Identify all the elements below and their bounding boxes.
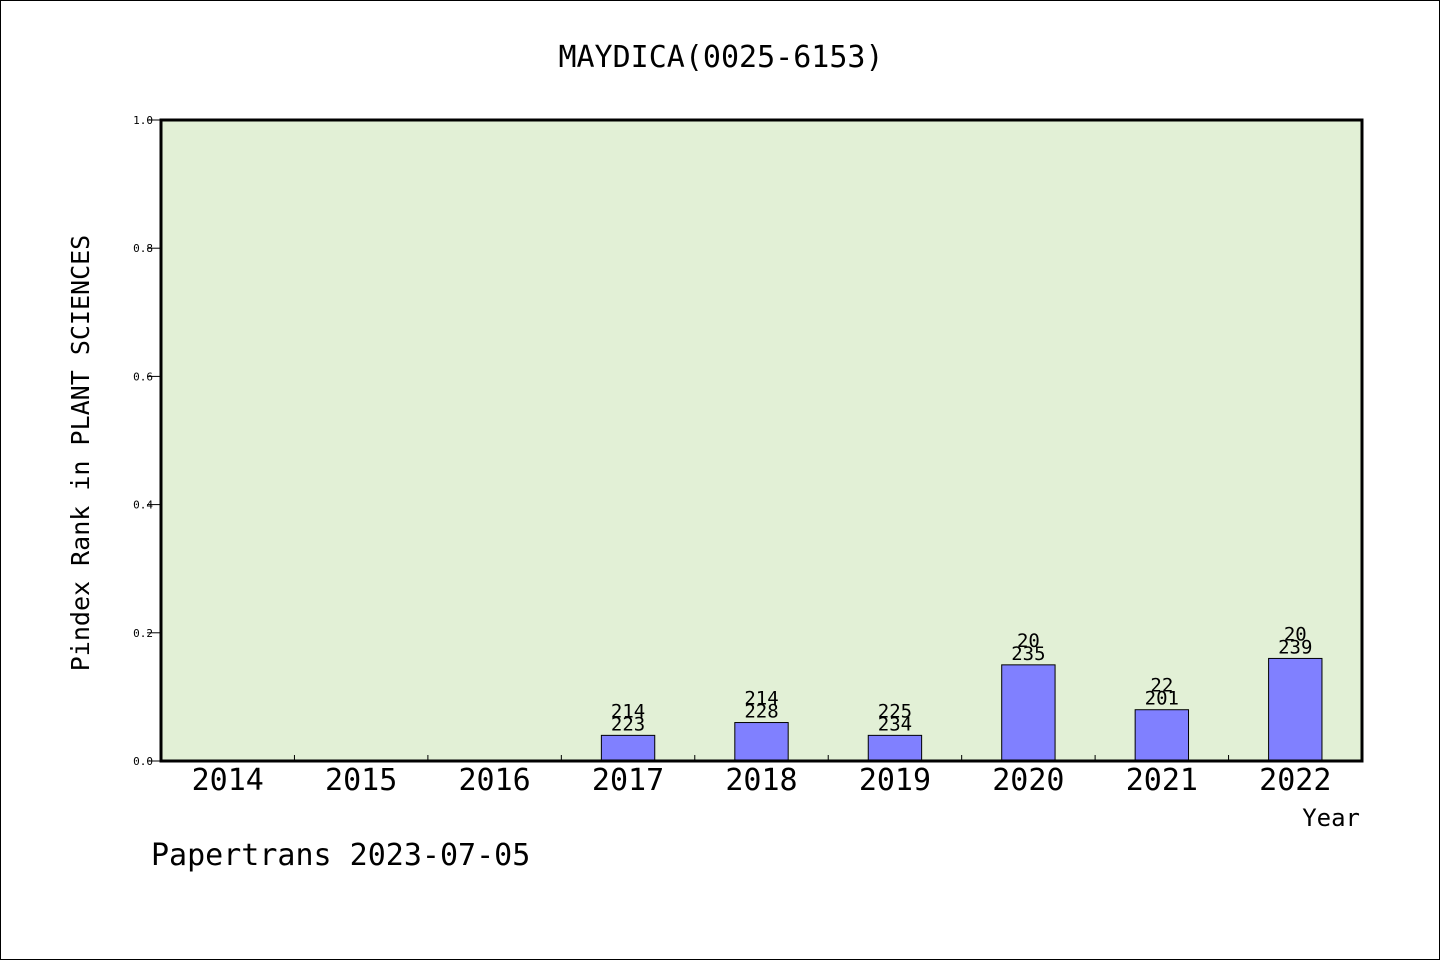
x-tick-label: 2018 <box>725 763 797 798</box>
data-label-top: 214 <box>744 688 778 710</box>
bars <box>600 657 1323 762</box>
x-axis-label: Year <box>1302 804 1360 832</box>
y-tick-label: 0.8 <box>133 242 153 255</box>
x-tick-label: 2022 <box>1259 763 1331 798</box>
bar-2019 <box>867 734 923 762</box>
data-label-bottom: 228 <box>744 701 778 723</box>
x-tick-label: 2019 <box>859 763 931 798</box>
y-axis: 0.0 0.2 0.4 0.6 0.8 1.0 <box>133 114 161 768</box>
x-tick-label: 2020 <box>992 763 1064 798</box>
y-axis-label: Pindex Rank in PLANT SCIENCES <box>66 235 95 672</box>
x-tick-label: 2017 <box>592 763 664 798</box>
plot-area <box>161 120 1362 761</box>
y-tick-label: 0.6 <box>133 370 153 383</box>
y-tick-label: 0.4 <box>133 499 153 512</box>
plot-border <box>159 118 1364 763</box>
bar-2017 <box>600 734 656 762</box>
y-tick-label: 1.0 <box>133 114 153 127</box>
data-label-bottom: 234 <box>878 713 912 735</box>
x-axis: 2014 2015 2016 2017 2018 2019 2020 2021 2022 <box>192 755 1331 798</box>
bar-2021 <box>1134 709 1190 762</box>
x-tick-label: 2014 <box>192 763 264 798</box>
chart-title: MAYDICA(0025-6153) <box>558 40 883 75</box>
bar-2018 <box>734 722 789 762</box>
y-tick-label: 0.2 <box>133 627 153 640</box>
x-tick-label: 2021 <box>1126 763 1198 798</box>
data-label-top: 20 <box>1284 623 1307 645</box>
data-label-top: 225 <box>878 700 912 722</box>
x-tick-label: 2015 <box>325 763 397 798</box>
data-label-top: 22 <box>1150 675 1173 697</box>
bar-2022 <box>1268 657 1323 762</box>
data-label-bottom: 235 <box>1011 643 1045 665</box>
data-label-bottom: 223 <box>611 713 645 735</box>
footer-text: Papertrans 2023-07-05 <box>151 838 530 873</box>
data-label-top: 214 <box>611 700 645 722</box>
data-label-bottom: 201 <box>1145 688 1179 710</box>
data-label-top: 20 <box>1017 630 1040 652</box>
bar-2020 <box>1001 664 1056 762</box>
data-label-bottom: 239 <box>1278 636 1312 658</box>
x-tick-label: 2016 <box>458 763 530 798</box>
y-tick-label: 0.0 <box>133 755 153 768</box>
